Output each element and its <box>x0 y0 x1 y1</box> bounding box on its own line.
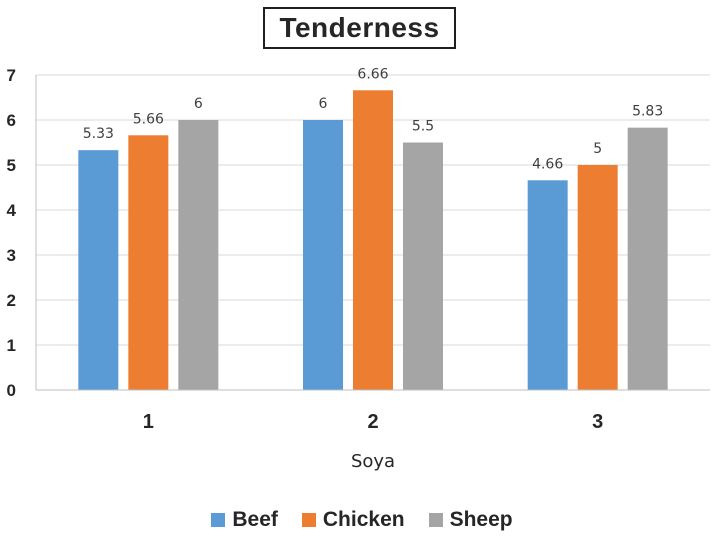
data-label: 5.33 <box>83 126 114 142</box>
legend-label: Chicken <box>322 508 405 531</box>
chart-title: Tenderness <box>263 7 456 49</box>
y-tick-label: 3 <box>7 246 16 265</box>
data-label: 6 <box>319 96 328 112</box>
legend-swatch <box>211 513 226 527</box>
bars <box>78 90 668 391</box>
bar-beef-1 <box>78 150 119 390</box>
data-label: 5.5 <box>412 119 434 135</box>
x-axis-categories: 1 2 3 <box>143 411 603 433</box>
bar-sheep-1 <box>178 120 219 390</box>
legend-label: Sheep <box>449 508 513 531</box>
y-tick-label: 5 <box>7 156 16 175</box>
data-label: 4.66 <box>532 156 563 172</box>
legend-item-chicken: Chicken <box>301 508 405 532</box>
y-tick-label: 7 <box>7 66 16 85</box>
x-axis-label: Soya <box>351 451 395 472</box>
y-tick-label: 2 <box>7 291 16 310</box>
y-tick-label: 6 <box>7 111 16 130</box>
bar-sheep-2 <box>403 142 443 390</box>
bar-chicken-1 <box>128 135 169 390</box>
data-label: 6.66 <box>357 66 388 82</box>
legend-swatch <box>428 513 443 527</box>
data-label: 6 <box>194 96 203 112</box>
legend: Beef Chicken Sheep <box>0 505 724 535</box>
y-axis-ticks: 0 1 2 3 4 5 6 7 <box>7 66 17 400</box>
bar-chicken-3 <box>577 165 618 390</box>
bar-chicken-2 <box>353 90 393 391</box>
y-tick-label: 4 <box>7 201 17 220</box>
legend-item-sheep: Sheep <box>428 508 513 532</box>
data-label: 5.66 <box>133 111 164 127</box>
bar-beef-3 <box>527 180 568 390</box>
bar-beef-2 <box>303 120 343 390</box>
data-label: 5.83 <box>632 104 663 120</box>
x-tick-label: 3 <box>592 411 603 433</box>
y-tick-label: 1 <box>7 336 16 355</box>
legend-label: Beef <box>232 508 278 531</box>
x-tick-label: 2 <box>367 411 378 433</box>
bar-sheep-3 <box>627 127 668 391</box>
x-tick-label: 1 <box>143 411 154 433</box>
data-labels: 5.33 5.66 6 6 6.66 5.5 4.66 5 5.83 <box>83 66 664 172</box>
legend-swatch <box>301 513 316 527</box>
data-label: 5 <box>593 141 602 157</box>
legend-item-beef: Beef <box>211 508 278 532</box>
y-tick-label: 0 <box>7 381 16 400</box>
